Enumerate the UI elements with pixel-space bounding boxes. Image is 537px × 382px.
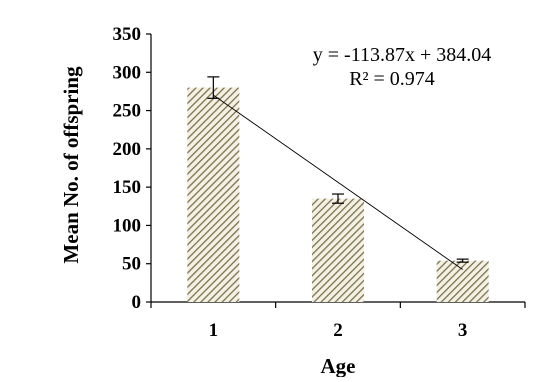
y-tick-label: 250	[113, 101, 142, 122]
y-tick-label: 300	[113, 62, 142, 83]
trendline-equation: y = -113.87x + 384.04	[313, 44, 491, 66]
bar-2	[312, 198, 364, 302]
y-tick-label: 150	[113, 177, 142, 198]
y-axis-title: Mean No. of offspring	[59, 66, 83, 264]
y-tick-label: 350	[113, 24, 142, 45]
y-tick-label: 0	[132, 292, 142, 313]
x-tick-label: 3	[458, 320, 468, 341]
trendline-r-squared: R² = 0.974	[349, 68, 435, 90]
x-tick-label: 1	[209, 320, 219, 341]
y-tick-label: 100	[113, 215, 142, 236]
x-axis-title: Age	[321, 354, 356, 377]
bar-3	[436, 260, 489, 302]
y-tick-label: 50	[122, 254, 141, 275]
bar-1	[187, 87, 240, 302]
y-tick-label: 200	[113, 139, 142, 160]
trendline	[213, 94, 463, 270]
x-tick-label: 2	[333, 320, 343, 341]
